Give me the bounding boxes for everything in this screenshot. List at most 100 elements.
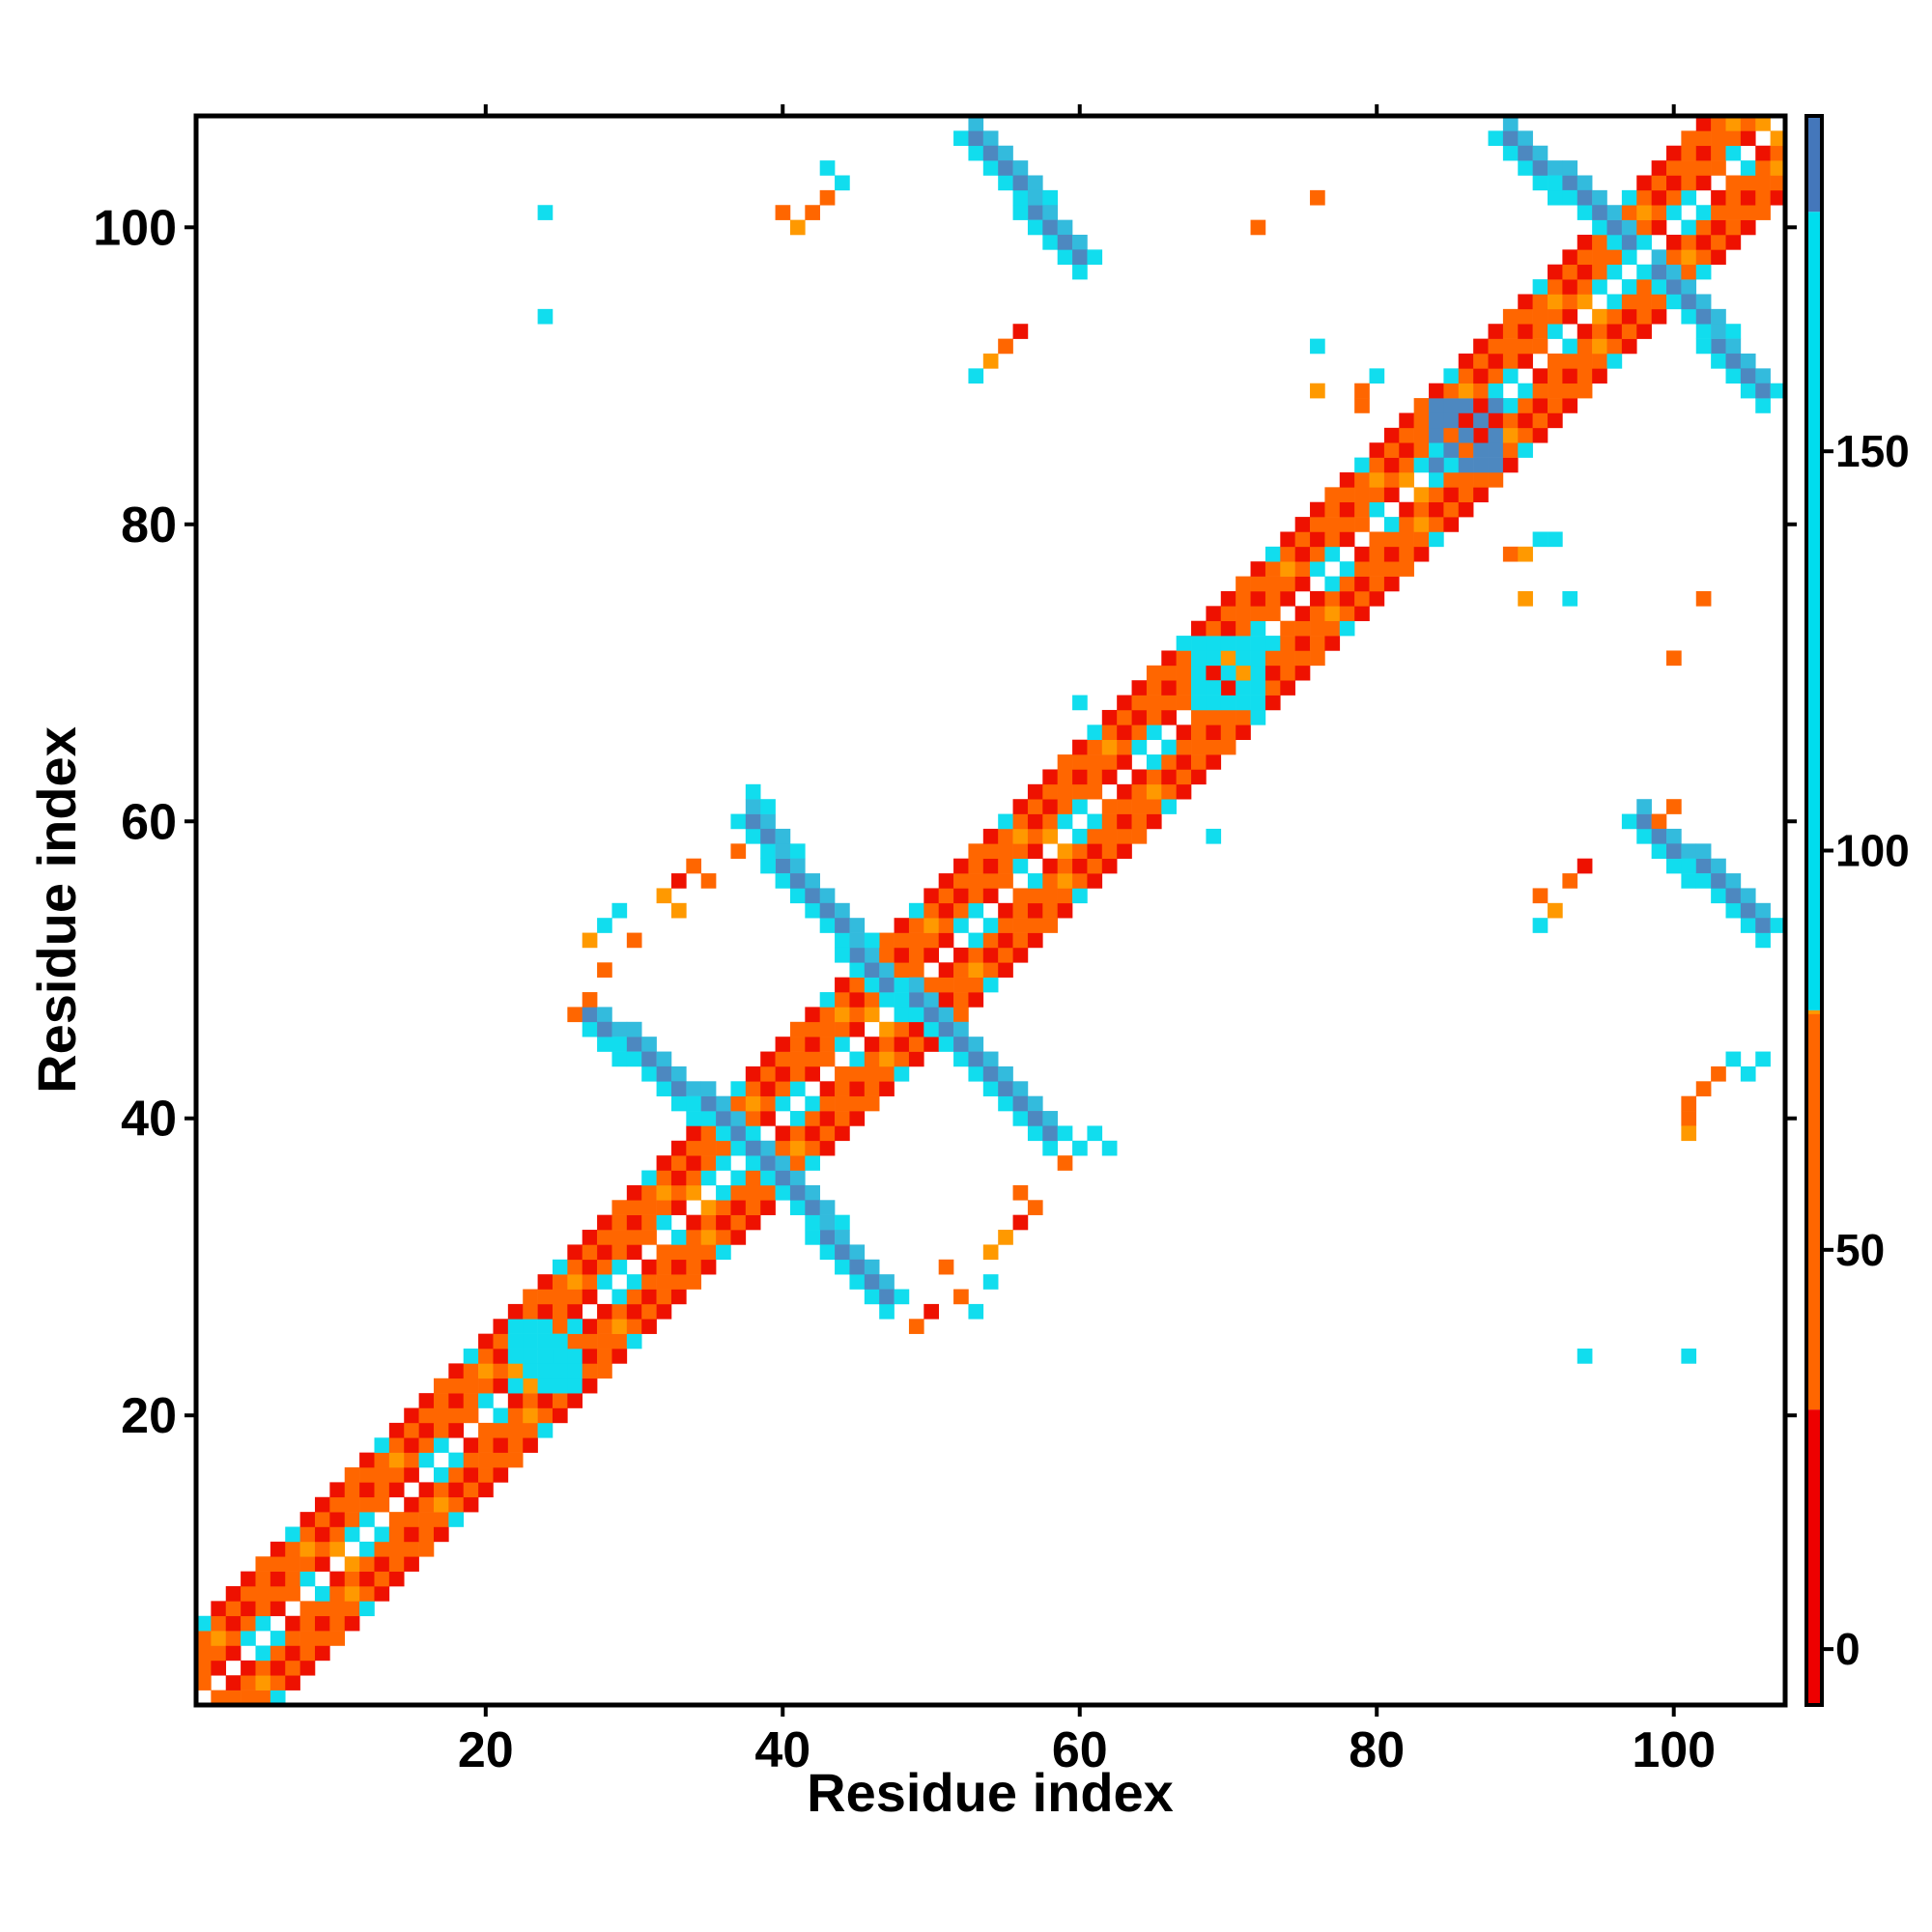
- heatmap-cell: [819, 1200, 836, 1215]
- heatmap-cell: [968, 1037, 984, 1052]
- heatmap-cell: [1443, 471, 1460, 488]
- heatmap-cell: [1606, 264, 1623, 280]
- heatmap-cell: [775, 843, 791, 859]
- colorbar: 0 50 100 150: [1804, 114, 1910, 1707]
- heatmap-cell: [1027, 1125, 1043, 1142]
- heatmap-cell: [388, 1512, 405, 1527]
- heatmap-cell: [1176, 783, 1192, 800]
- heatmap-cell: [359, 1496, 375, 1513]
- heatmap-cell: [835, 1081, 850, 1096]
- heatmap-cell: [299, 1660, 316, 1676]
- heatmap-cell: [1324, 517, 1341, 532]
- heatmap-cell: [730, 1230, 747, 1245]
- heatmap-cell: [953, 130, 969, 147]
- heatmap-cell: [241, 1690, 256, 1706]
- heatmap-cell: [968, 888, 984, 904]
- heatmap-cell: [1548, 531, 1563, 548]
- heatmap-cell: [1324, 487, 1341, 503]
- heatmap-cell: [1681, 308, 1697, 325]
- heatmap-cell: [1458, 487, 1474, 503]
- heatmap-cell: [1548, 175, 1563, 191]
- y-tick-label: 60: [121, 794, 177, 850]
- heatmap-cell: [1087, 858, 1103, 874]
- heatmap-cell: [478, 1393, 494, 1408]
- heatmap-cell: [1369, 457, 1385, 473]
- heatmap-cell: [730, 1095, 747, 1112]
- heatmap-cell: [1206, 665, 1222, 681]
- heatmap-cell: [1429, 383, 1444, 399]
- heatmap-cell: [1429, 487, 1444, 503]
- heatmap-cell: [716, 1095, 731, 1112]
- x-axis-title: Residue index: [807, 1762, 1174, 1823]
- heatmap-cell: [1012, 160, 1029, 176]
- heatmap-cell: [523, 1422, 538, 1438]
- heatmap-cell: [1518, 590, 1533, 607]
- heatmap-cell: [1354, 517, 1370, 532]
- heatmap-cell: [1681, 234, 1697, 250]
- heatmap-cell: [775, 1051, 791, 1067]
- heatmap-cell: [998, 918, 1013, 933]
- heatmap-cell: [835, 1111, 850, 1126]
- heatmap-cell: [1740, 219, 1756, 236]
- heatmap-cell: [493, 1422, 509, 1438]
- heatmap-cell: [641, 1274, 657, 1290]
- heatmap-cell: [1518, 546, 1533, 562]
- heatmap-cell: [1695, 1081, 1712, 1096]
- heatmap-cell: [938, 1259, 954, 1275]
- heatmap-cell: [1236, 620, 1251, 637]
- heatmap-cell: [1087, 783, 1103, 800]
- heatmap-cell: [1057, 873, 1073, 889]
- heatmap-cell: [344, 1586, 360, 1602]
- heatmap-cell: [1666, 205, 1682, 220]
- heatmap-cell: [656, 1214, 672, 1231]
- heatmap-cell: [1012, 799, 1029, 814]
- heatmap-cell: [1443, 487, 1460, 503]
- heatmap-cell: [938, 962, 954, 978]
- heatmap-cell: [1072, 739, 1088, 755]
- heatmap-cell: [745, 1214, 761, 1231]
- heatmap-cell: [255, 1556, 271, 1572]
- heatmap-cell: [1101, 724, 1118, 740]
- heatmap-cell: [1191, 724, 1207, 740]
- axes: 20 40 60 80 100 20 40 60 80 100: [93, 104, 1797, 1778]
- heatmap-cell: [463, 1378, 479, 1394]
- heatmap-cell: [1606, 249, 1623, 266]
- heatmap-cell: [418, 1452, 435, 1468]
- heatmap-cell: [1695, 590, 1712, 607]
- heatmap-cell: [1577, 353, 1593, 369]
- heatmap-cell: [1621, 234, 1637, 250]
- heatmap-cell: [1027, 888, 1043, 904]
- heatmap-cell: [611, 1230, 628, 1245]
- heatmap-cell: [299, 1556, 316, 1572]
- heatmap-cell: [359, 1512, 375, 1527]
- heatmap-cell: [805, 1214, 820, 1231]
- heatmap-cell: [1027, 1095, 1043, 1112]
- heatmap-cell: [1725, 234, 1742, 250]
- heatmap-cell: [1695, 145, 1712, 161]
- heatmap-cell: [597, 1274, 612, 1290]
- heatmap-cell: [270, 1541, 286, 1557]
- heatmap-cell: [1087, 724, 1103, 740]
- heatmap-cell: [626, 1037, 642, 1052]
- heatmap-cell: [1755, 116, 1771, 131]
- heatmap-cell: [314, 1601, 330, 1617]
- heatmap-cell: [374, 1571, 390, 1587]
- heatmap-cell: [1621, 813, 1637, 830]
- heatmap-cell: [567, 1289, 583, 1305]
- heatmap-cell: [1294, 576, 1311, 592]
- heatmap-cell: [1042, 813, 1058, 830]
- heatmap-cell: [1621, 338, 1637, 355]
- heatmap-cell: [908, 1021, 924, 1037]
- heatmap-cell: [1502, 412, 1519, 429]
- heatmap-cell: [567, 1319, 583, 1334]
- heatmap-cell: [908, 1051, 924, 1067]
- heatmap-cell: [1636, 308, 1652, 325]
- heatmap-cell: [789, 219, 806, 236]
- heatmap-cell: [626, 932, 642, 949]
- heatmap-cell: [1042, 873, 1058, 889]
- heatmap-cell: [241, 1586, 256, 1602]
- heatmap-cell: [1072, 1140, 1088, 1156]
- heatmap-cell: [241, 1660, 256, 1676]
- heatmap-cell: [700, 1140, 717, 1156]
- heatmap-cell: [953, 992, 969, 1008]
